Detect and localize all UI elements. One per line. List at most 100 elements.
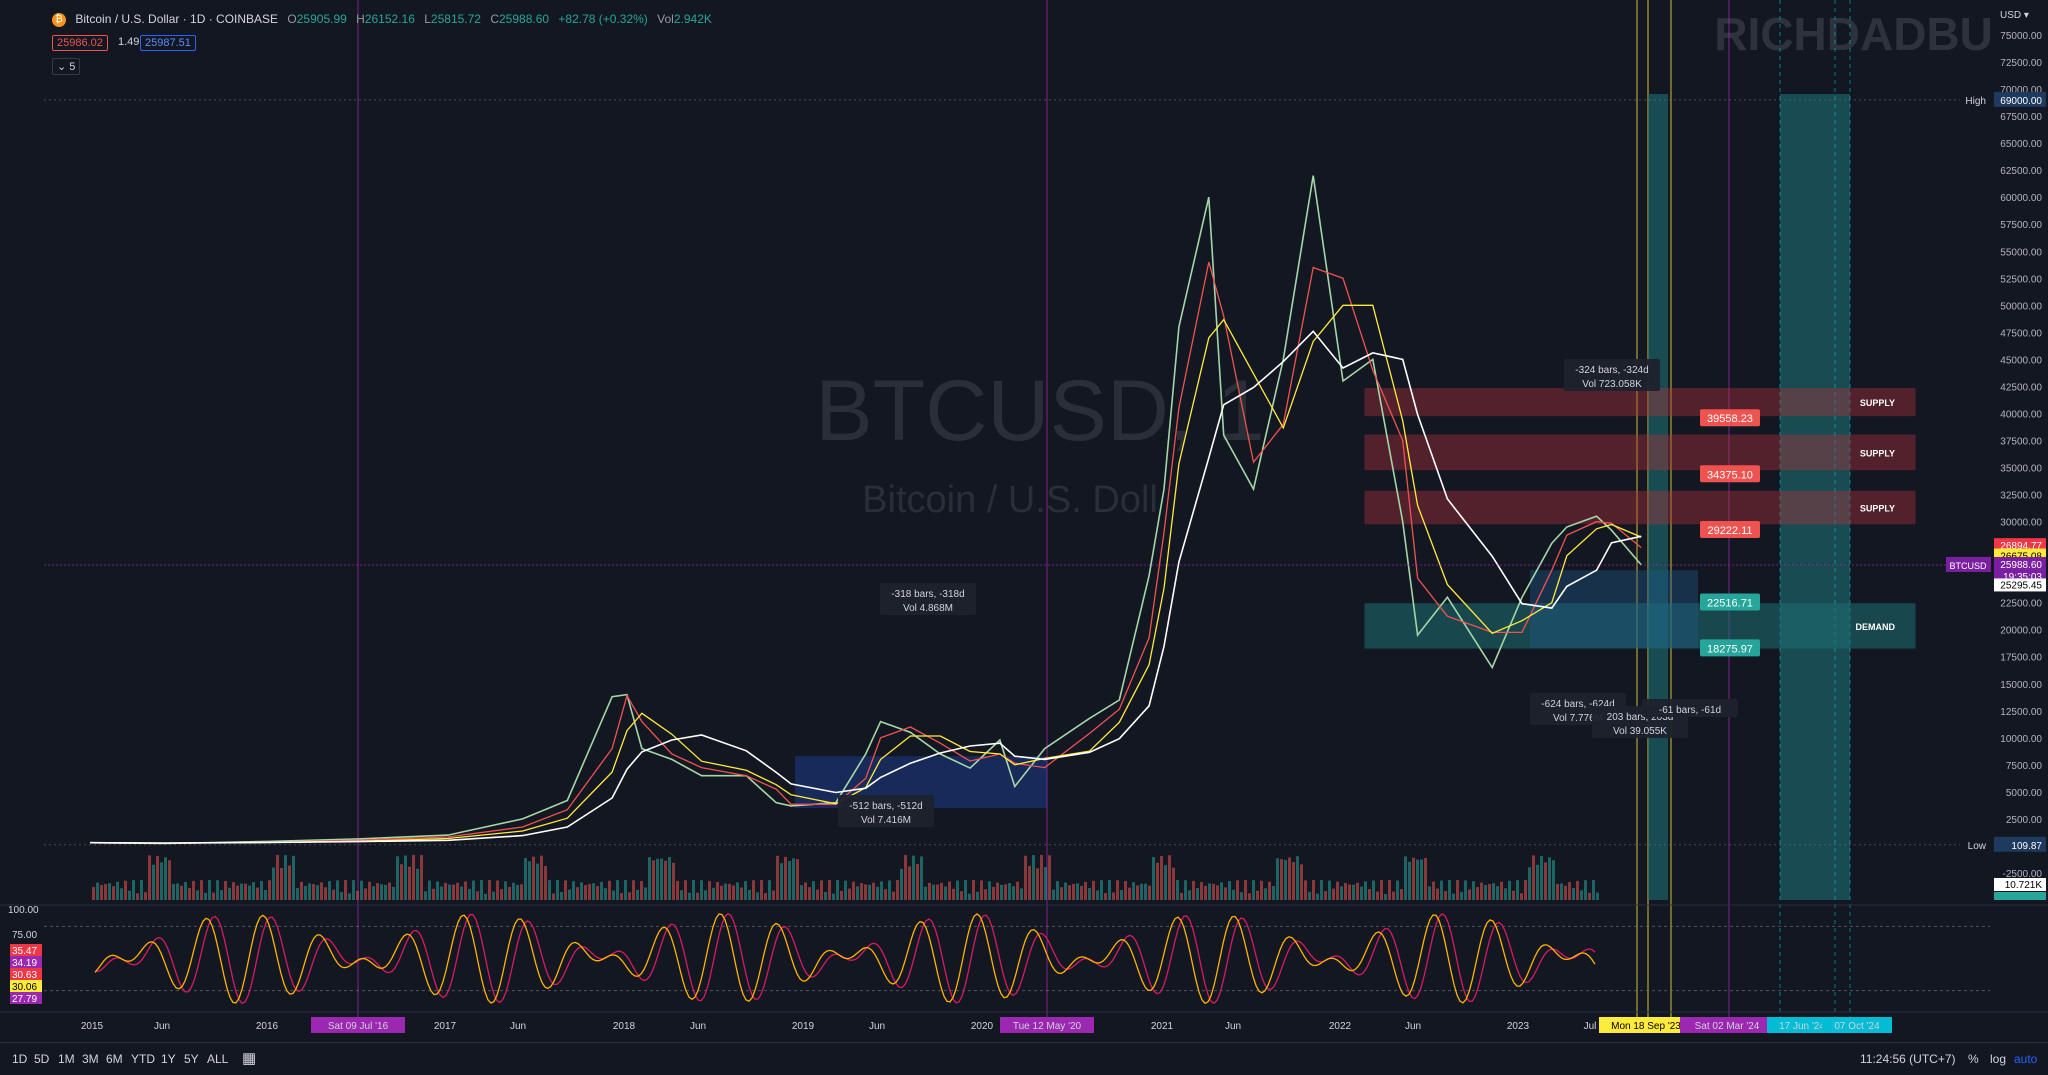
volume-bar (696, 892, 699, 900)
volume-bar (540, 855, 543, 900)
volume-bar (672, 862, 675, 900)
volume-bar (1440, 880, 1443, 900)
volume-bar (112, 886, 115, 900)
symbol-title[interactable]: Bitcoin / U.S. Dollar · 1D · COINBASE (75, 12, 279, 26)
price-change: +82.78 (+0.32%) (558, 12, 648, 26)
volume-bar (1476, 887, 1479, 900)
volume-bar (1076, 883, 1079, 900)
volume-bar (956, 880, 959, 900)
volume-bar (1364, 881, 1367, 900)
volume-bar (764, 893, 767, 900)
volume-bar (648, 857, 651, 900)
volume-bar (336, 880, 339, 900)
volume-bar (1556, 883, 1559, 900)
volume-bar (552, 893, 555, 900)
volume-bar (1596, 892, 1599, 900)
volume-bar (660, 858, 663, 900)
volume-bar (676, 880, 679, 900)
price-tick-2: 70000.00 (2000, 85, 2042, 96)
volume-bar (1488, 884, 1491, 900)
percent-toggle[interactable]: % (1968, 1052, 1979, 1066)
time-tag-20 (1767, 1017, 1837, 1033)
ask-price[interactable]: 25987.51 (140, 35, 196, 51)
volume-bar (1448, 880, 1451, 900)
timeframe-1d[interactable]: 1D (12, 1052, 28, 1066)
volume-bar (912, 855, 915, 900)
price-tick-22: 20000.00 (2000, 626, 2042, 637)
volume-bar (292, 855, 295, 900)
volume-bar (576, 887, 579, 900)
volume-bar (1468, 889, 1471, 900)
volume-bar (1168, 855, 1171, 900)
volume-bar (1012, 886, 1015, 900)
time-tick-13: Jun (1225, 1021, 1241, 1032)
volume-bar (984, 889, 987, 900)
low-label: Low (1968, 841, 1987, 852)
countdown-value: 19:35:03 (2003, 572, 2042, 583)
volume-bar (456, 882, 459, 900)
volume-bar (596, 885, 599, 900)
volume-bar (500, 889, 503, 900)
time-tick-18: Mon 18 Sep '23 (1611, 1021, 1681, 1032)
calendar-icon[interactable]: ▦ (242, 1050, 257, 1067)
volume-bar (1276, 858, 1279, 900)
range-box-5 (1642, 699, 1738, 717)
time-tick-4: 2017 (434, 1021, 457, 1032)
timeframe-5y[interactable]: 5Y (184, 1052, 199, 1066)
range-bars-0: -318 bars, -318d (891, 589, 964, 600)
measure-box-2023 (1530, 570, 1698, 649)
timeframe-3m[interactable]: 3M (82, 1052, 99, 1066)
price-tick-14: 40000.00 (2000, 409, 2042, 420)
timeframe-6m[interactable]: 6M (106, 1052, 123, 1066)
volume-bar (1512, 890, 1515, 900)
log-toggle[interactable]: log (1990, 1052, 2007, 1066)
auto-toggle[interactable]: auto (2014, 1052, 2038, 1066)
volume-bar (884, 889, 887, 900)
volume-bar (1472, 881, 1475, 900)
volume-bar (1128, 887, 1131, 900)
volume-bar (828, 880, 831, 900)
volume-bar (960, 891, 963, 900)
low-value: 109.87 (2011, 841, 2042, 852)
volume-bar (1372, 880, 1375, 900)
zone-price-4: 18275.97 (1707, 643, 1753, 655)
price-tick-5: 62500.00 (2000, 166, 2042, 177)
volume-bar (1376, 891, 1379, 900)
volume-bar (1000, 884, 1003, 900)
volume-bar (1132, 882, 1135, 900)
volume-bar (1292, 862, 1295, 900)
volume-bar (356, 890, 359, 900)
volume-bar (1172, 867, 1175, 900)
bid-price[interactable]: 25986.02 (52, 35, 108, 51)
volume-bar (376, 883, 379, 900)
volume-bar (196, 890, 199, 900)
clock-time[interactable]: 11:24:56 (UTC+7) (1860, 1052, 1956, 1066)
osc-value-tag-4 (10, 992, 42, 1004)
time-tick-17: Jul (1584, 1021, 1597, 1032)
volume-bar (168, 860, 171, 900)
volume-bar (1528, 867, 1531, 900)
volume-bar (1144, 883, 1147, 900)
timeframe-all[interactable]: ALL (207, 1052, 229, 1066)
volume-bar (116, 881, 119, 900)
volume-bar (1544, 862, 1547, 900)
volume-bar (572, 881, 575, 900)
timeframe-1m[interactable]: 1M (58, 1052, 75, 1066)
timeframe-ytd[interactable]: YTD (131, 1052, 155, 1066)
volume-bar (632, 880, 635, 900)
price-tick-8: 55000.00 (2000, 247, 2042, 258)
volume-bar (1352, 884, 1355, 900)
volume-bar (968, 893, 971, 900)
volume-bar (1056, 881, 1059, 900)
volume-bar (792, 858, 795, 900)
volume-bar (140, 880, 143, 900)
volume-bar (252, 882, 255, 900)
volume-bar (1416, 859, 1419, 900)
volume-bar (980, 880, 983, 900)
timeframe-1y[interactable]: 1Y (161, 1052, 176, 1066)
timeframe-5d[interactable]: 5D (34, 1052, 50, 1066)
volume-bar (1500, 881, 1503, 900)
indicator-collapse-button[interactable]: ⌄ 5 (52, 58, 81, 75)
range-vol-0: Vol 4.868M (903, 603, 953, 614)
